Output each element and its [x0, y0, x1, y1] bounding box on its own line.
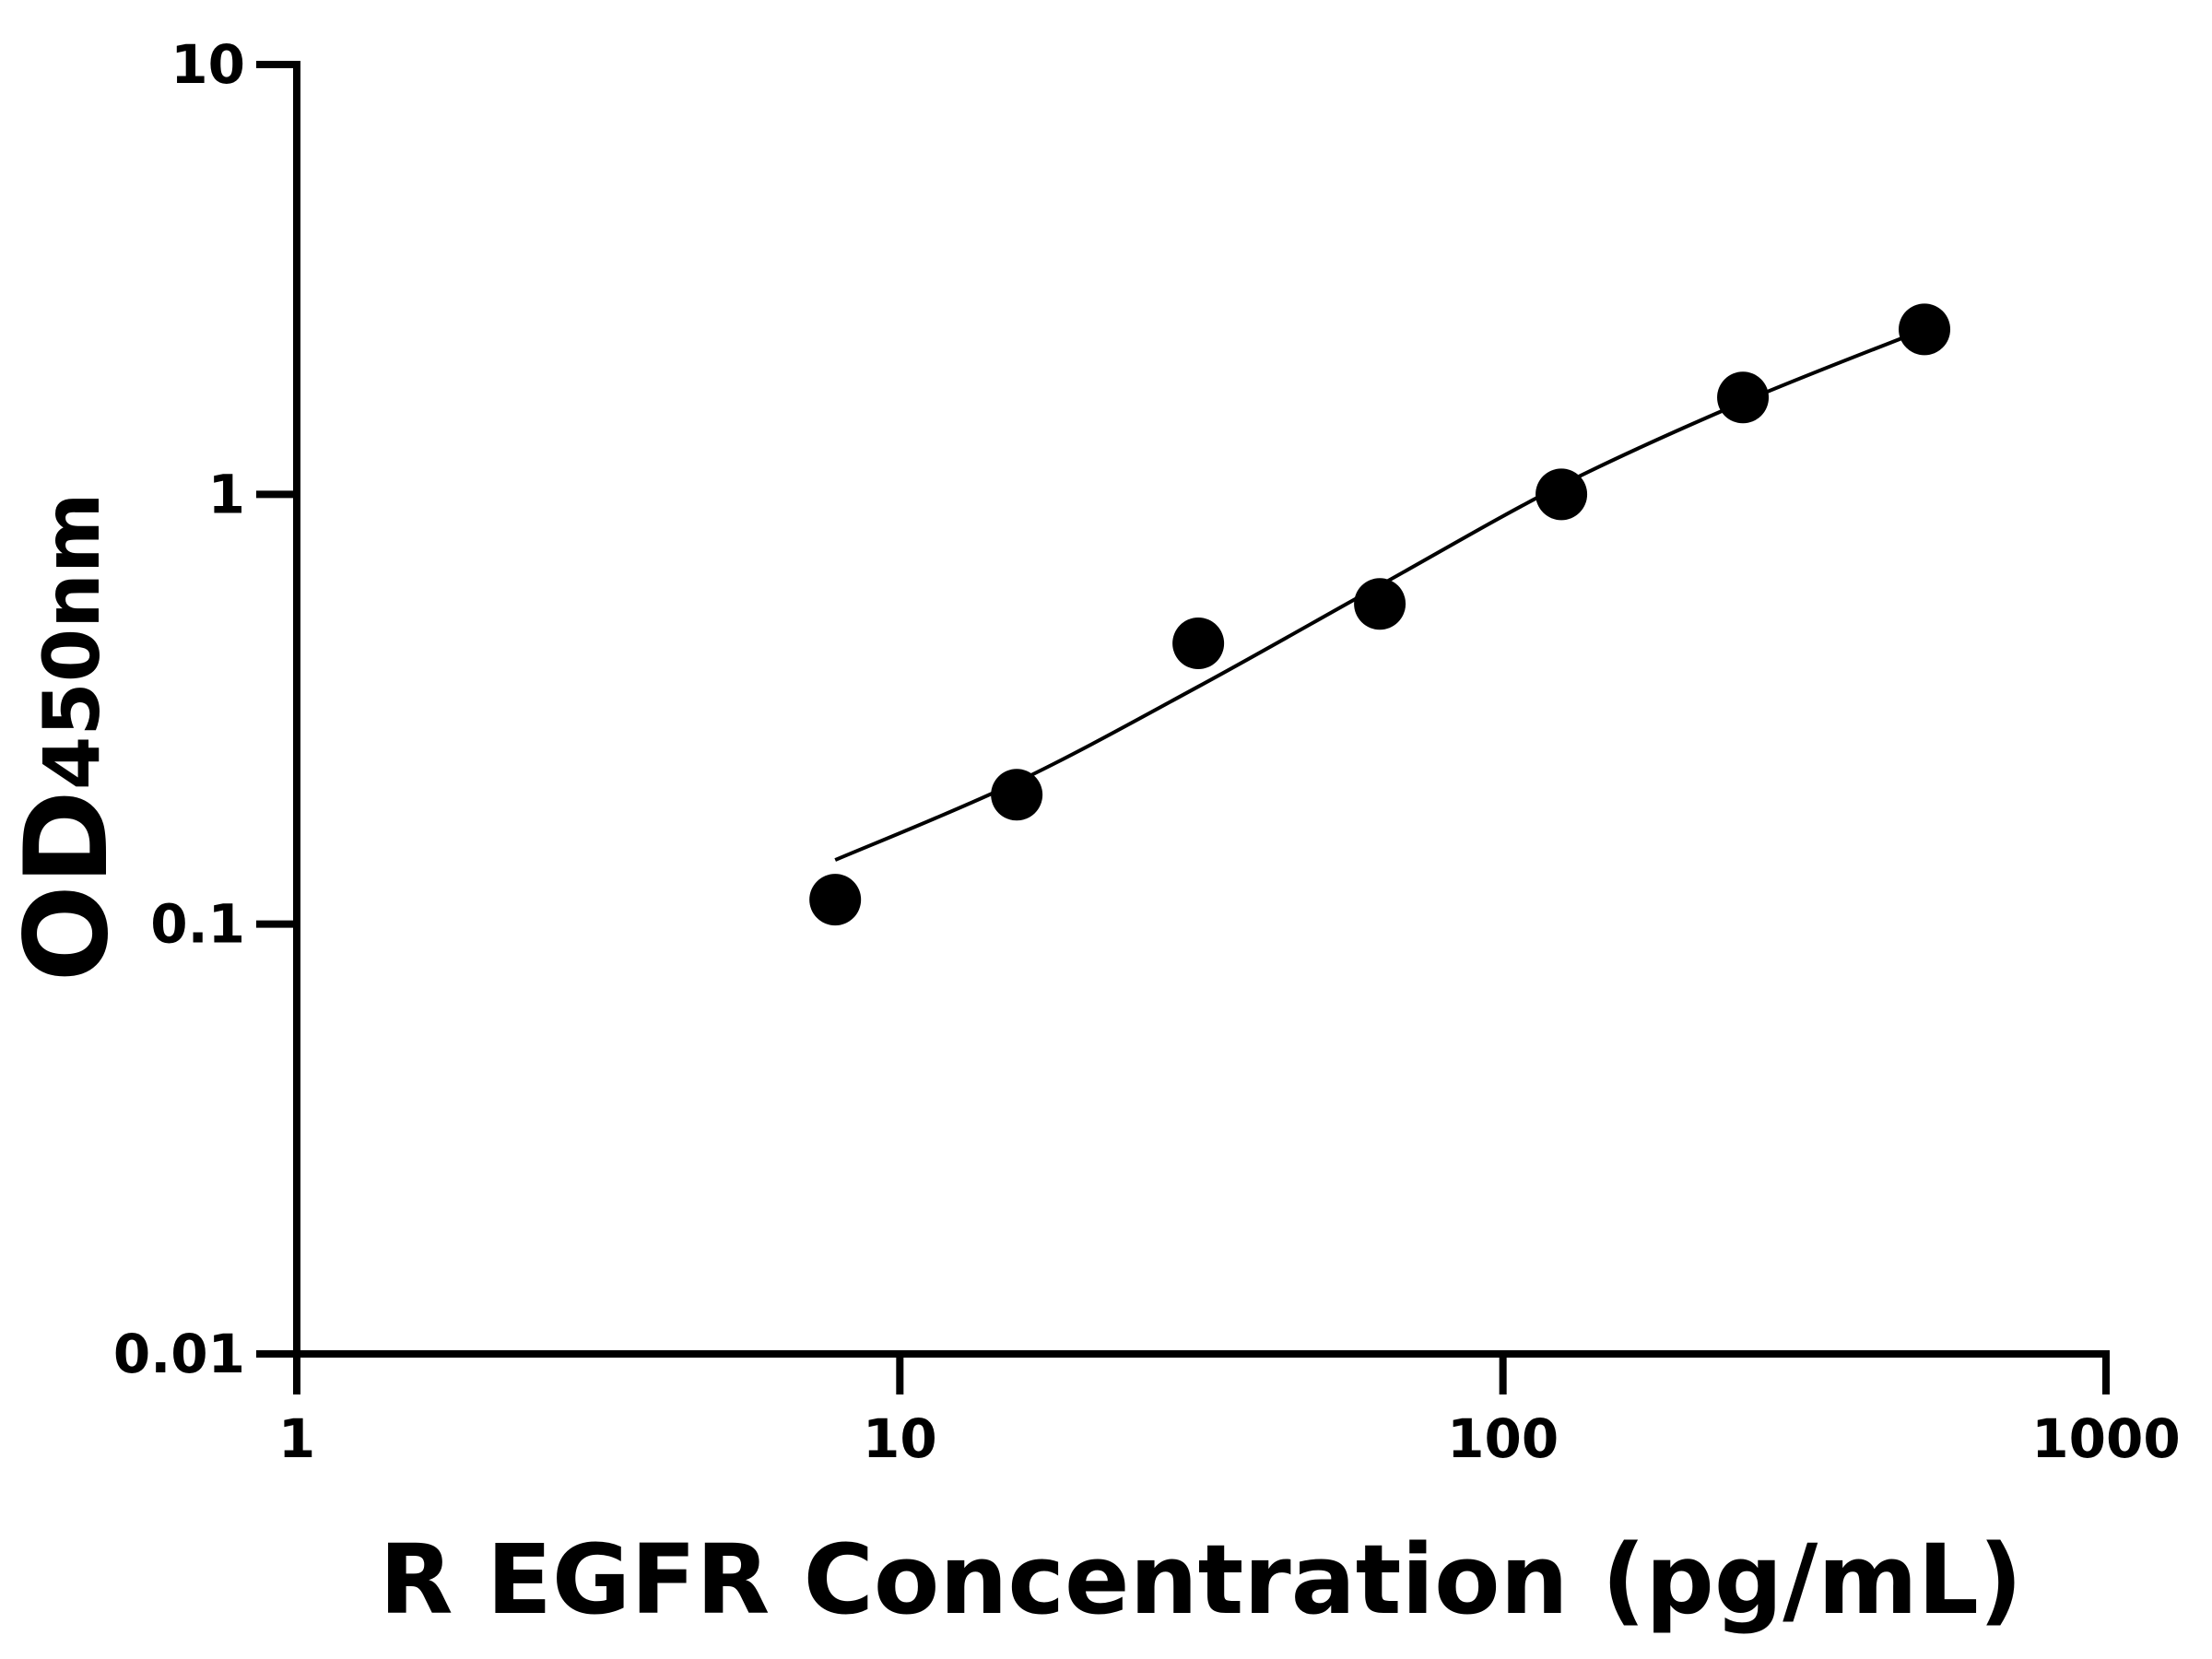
data-point [1354, 578, 1406, 630]
x-tick-label: 100 [1447, 1407, 1559, 1470]
y-tick-label: 0.1 [150, 893, 245, 956]
data-point [991, 769, 1043, 821]
y-axis-label: OD450nm [1, 492, 134, 982]
x-tick-label: 10 [863, 1407, 937, 1470]
y-axis-label-sub: 450nm [27, 492, 117, 790]
y-axis-label-main: OD [1, 790, 134, 982]
x-tick-label: 1 [278, 1407, 315, 1470]
data-point [1172, 618, 1225, 670]
y-tick-label: 1 [208, 463, 245, 525]
data-point [1535, 468, 1588, 521]
data-point [1717, 371, 1770, 424]
data-point [1899, 303, 1951, 356]
y-tick-label: 0.01 [113, 1323, 245, 1385]
y-tick-label: 10 [171, 33, 245, 96]
data-point [809, 874, 862, 926]
x-tick-label: 1000 [2031, 1407, 2180, 1470]
x-axis-label: R EGFR Concentration (pg/mL) [380, 1524, 2023, 1636]
